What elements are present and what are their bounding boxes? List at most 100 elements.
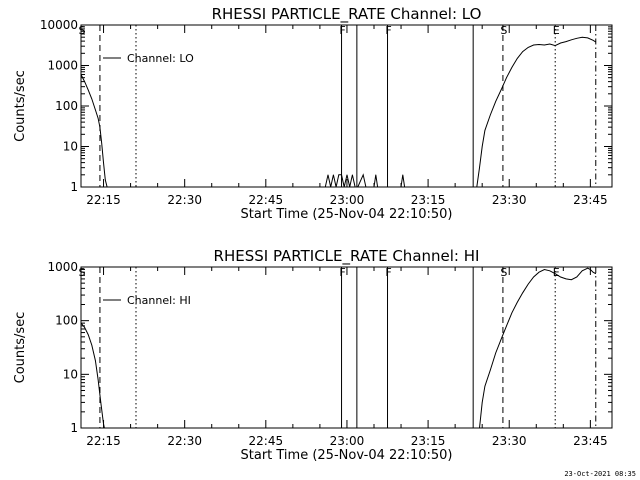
data-point [581, 36, 583, 38]
flag-label: S [79, 24, 86, 37]
y-tick-label: 100 [55, 99, 78, 113]
data-point [544, 269, 545, 270]
x-tick-label: 22:15 [86, 193, 121, 207]
x-tick-label: 23:15 [411, 193, 446, 207]
data-point [495, 352, 497, 354]
x-tick-label: 23:45 [573, 434, 608, 448]
data-point [500, 89, 502, 91]
x-tick-label: 22:30 [167, 193, 202, 207]
data-point [84, 81, 85, 82]
data-point [511, 312, 513, 314]
legend-label: Channel: HI [127, 294, 191, 307]
data-point [522, 292, 523, 294]
data-point [479, 167, 480, 168]
data-point [506, 77, 507, 78]
data-point [479, 427, 480, 429]
flag-label: E [553, 24, 560, 37]
data-point [349, 186, 351, 188]
data-point [105, 179, 106, 181]
y-tick-label: 100 [55, 314, 78, 328]
data-point [481, 146, 483, 147]
data-point [590, 269, 591, 270]
data-point [517, 302, 518, 303]
x-axis-label: Start Time (25-Nov-04 22:10:50) [241, 207, 453, 222]
y-tick-label: 1 [70, 180, 78, 194]
y-tick-label: 10 [63, 367, 78, 381]
x-tick-label: 23:15 [411, 434, 446, 448]
chart-title: RHESSI PARTICLE_RATE Channel: LO [212, 5, 482, 24]
data-point [592, 271, 594, 273]
chart-title: RHESSI PARTICLE_RATE Channel: HI [214, 247, 480, 266]
flag-label: F [385, 266, 391, 279]
flag-label: F [385, 24, 391, 37]
data-point [373, 186, 375, 188]
data-point [506, 325, 507, 327]
data-point [84, 327, 85, 328]
y-axis-label: Counts/sec [13, 312, 28, 384]
data-point [365, 186, 367, 188]
data-point [106, 186, 108, 188]
data-point [576, 276, 578, 278]
data-point [544, 44, 545, 46]
y-tick-label: 10000 [40, 18, 78, 32]
data-point [402, 174, 404, 176]
x-tick-label: 22:45 [249, 434, 284, 448]
data-point [571, 279, 572, 281]
data-point [103, 423, 104, 425]
data-point [500, 339, 502, 340]
data-point [87, 334, 89, 335]
data-point [327, 174, 329, 176]
data-point [533, 44, 534, 46]
data-point [554, 273, 556, 275]
data-point [587, 267, 588, 269]
plot-frame [80, 266, 613, 429]
data-point [404, 186, 405, 188]
data-point [595, 273, 597, 275]
data-point [484, 385, 486, 387]
x-tick-label: 22:45 [249, 193, 284, 207]
flag-label: F [339, 24, 345, 37]
series-line [80, 267, 597, 429]
data-point [595, 41, 597, 43]
data-point [592, 40, 594, 41]
data-point [565, 41, 567, 42]
data-point [527, 283, 529, 285]
data-point [476, 186, 478, 188]
data-point [101, 143, 102, 144]
data-point [533, 276, 534, 278]
data-point [587, 37, 588, 39]
y-tick-label: 10 [63, 140, 78, 154]
x-tick-label: 23:00 [330, 193, 365, 207]
flag-label: S [500, 266, 507, 279]
data-point [343, 186, 345, 188]
data-point [104, 427, 105, 429]
data-point [495, 101, 497, 102]
data-point [565, 278, 567, 280]
data-point [335, 186, 337, 188]
x-tick-label: 23:30 [492, 193, 527, 207]
data-point [490, 369, 491, 371]
data-point [100, 402, 102, 403]
y-axis-label: Counts/sec [13, 70, 28, 142]
x-axis-label: Start Time (25-Nov-04 22:10:50) [241, 448, 453, 463]
data-point [362, 174, 364, 176]
data-point [338, 174, 340, 176]
data-point [554, 45, 556, 46]
data-point [549, 270, 551, 272]
data-point [95, 360, 96, 361]
data-point [325, 186, 326, 188]
data-point [560, 42, 561, 44]
x-tick-label: 22:30 [167, 434, 202, 448]
data-point [354, 186, 356, 188]
data-point [527, 47, 529, 48]
data-point [481, 402, 483, 403]
data-point [97, 379, 99, 380]
flag-label: S [79, 266, 86, 279]
flag-label: E [553, 266, 560, 279]
data-point [91, 344, 93, 346]
data-point [581, 270, 583, 272]
data-point [333, 174, 334, 176]
data-point [95, 109, 96, 111]
x-tick-label: 23:30 [492, 434, 527, 448]
